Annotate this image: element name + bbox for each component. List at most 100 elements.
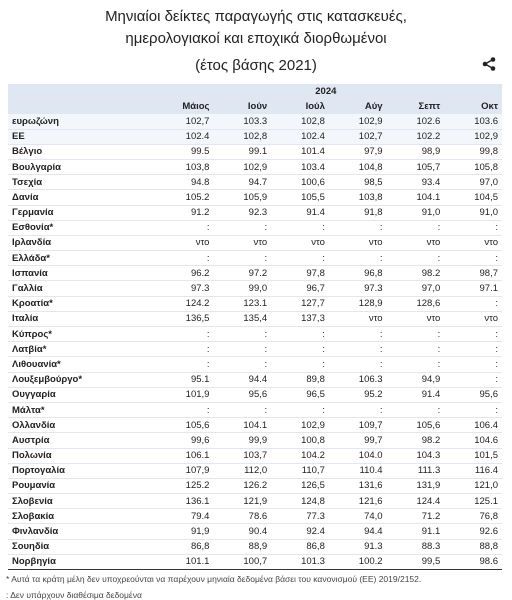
cell-value: 104.6 [444, 432, 502, 449]
row-label: Ολλανδία [8, 417, 150, 434]
cell-value: 107,9 [149, 463, 214, 479]
cell-value: 103.6 [444, 113, 502, 130]
cell-value: : [444, 326, 502, 343]
cell-value: 94.7 [213, 174, 272, 191]
row-label: Φινλανδία [8, 523, 150, 540]
row-label: Αυστρία [8, 432, 150, 449]
cell-value: 136.1 [149, 493, 214, 510]
row-label: Γερμανία [8, 205, 150, 221]
cell-value: 94.8 [149, 174, 214, 191]
row-label: Ιταλία [8, 311, 150, 328]
table-row: Λουξεμβούργο* 95.1 94.4 89,8 106.3 94,9: [8, 372, 502, 388]
column-header: Ιούν [213, 98, 272, 115]
cell-value: 102,9 [213, 159, 272, 176]
cell-value: 91.4 [271, 205, 329, 221]
cell-value: 95.2 [328, 387, 387, 403]
cell-value: 101.4 [271, 144, 329, 160]
row-label: Μάλτα* [8, 402, 150, 419]
table-row: Κροατία* 124.2 123.1 127,7 128,9 128,6: [8, 296, 502, 312]
cell-value: 95.1 [149, 372, 214, 388]
row-label: Γαλλία [8, 280, 150, 297]
cell-value: 91.2 [149, 205, 214, 221]
cell-value: 127,7 [271, 296, 329, 312]
row-label: Ουγγαρία [8, 387, 150, 403]
table-row: Πορτογαλία 107,9 112,0 110,7 110.4 111.3 116.4 [8, 463, 502, 479]
cell-value: 110.4 [328, 463, 387, 479]
cell-value: 94.4 [328, 523, 387, 540]
cell-value: 137,3 [271, 311, 329, 328]
cell-value: 100.2 [328, 554, 387, 571]
cell-value: 96.2 [149, 265, 214, 282]
cell-value: : [444, 250, 502, 267]
cell-value: ντο [386, 235, 445, 252]
cell-value: 88,9 [213, 539, 272, 555]
cell-value: : [149, 341, 214, 358]
cell-value: 74,0 [328, 508, 387, 525]
cell-value: 102,7 [328, 129, 387, 145]
table-row: Ουγγαρία 101,9 95,6 96,5 95.2 91.4 95,6 [8, 387, 502, 403]
row-label: Βέλγιο [8, 144, 150, 160]
cell-value: : [444, 372, 502, 388]
cell-value: 103.4 [271, 159, 329, 176]
cell-value: 91.3 [328, 539, 387, 555]
cell-value: 105,9 [213, 189, 272, 206]
cell-value: 106.4 [444, 417, 502, 434]
header-row: Μάιος Ιούν Ιούλ Αύγ Σεπτ Οκτ [8, 98, 502, 115]
cell-value: 97,0 [444, 174, 502, 191]
cell-value: : [328, 250, 387, 267]
cell-value: 98.6 [444, 554, 502, 571]
cell-value: 97.3 [149, 280, 214, 297]
cell-value: 101,5 [444, 448, 502, 464]
cell-value: 121,9 [213, 493, 272, 510]
cell-value: : [271, 220, 329, 236]
cell-value: 76,8 [444, 508, 502, 525]
row-label: ευρωζώνη [8, 113, 150, 130]
cell-value: 105,6 [386, 417, 445, 434]
cell-value: 102.6 [386, 113, 445, 130]
row-label: Ρουμανία [8, 478, 150, 495]
cell-value: 97.3 [328, 280, 387, 297]
table-row: Σλοβακία 79.4 78.6 77.3 74,0 71.2 76,8 [8, 508, 502, 525]
table-row: Γαλλία 97.3 99,0 96,7 97.3 97,0 97.1 [8, 280, 502, 297]
cell-value: 91.1 [386, 523, 445, 540]
cell-value: 86,8 [271, 539, 329, 555]
table-row: Γερμανία 91.2 92.3 91.4 91,8 91,0 91,0 [8, 205, 502, 221]
cell-value: 109,7 [328, 417, 387, 434]
footnote: : Δεν υπάρχουν διαθέσιμα δεδομένα [6, 590, 142, 600]
table-row: Πολωνία 106.1 103,7 104.2 104.0 104.3 101,5 [8, 448, 502, 464]
row-label: Ιρλανδία [8, 235, 150, 252]
cell-value: 99,0 [213, 280, 272, 297]
cell-value: : [386, 326, 445, 343]
cell-value: 91,0 [444, 205, 502, 221]
cell-value: 103.3 [213, 113, 272, 130]
cell-value: : [149, 402, 214, 419]
cell-value: ντο [444, 311, 502, 328]
cell-value: 121,0 [444, 478, 502, 495]
cell-value: 91,0 [386, 205, 445, 221]
title: ημερολογιακοί και εποχικά διορθωμένοι [125, 30, 387, 47]
corner [8, 84, 150, 100]
cell-value: ντο [444, 235, 502, 252]
cell-value: 78.6 [213, 508, 272, 525]
cell-value: 71.2 [386, 508, 445, 525]
column-header: Οκτ [444, 98, 502, 115]
table-row: Αυστρία 99,6 99,9 100,8 99,7 98.2 104.6 [8, 432, 502, 449]
cell-value: 105,5 [271, 189, 329, 206]
cell-value: 131,6 [328, 478, 387, 495]
cell-value: 101,9 [149, 387, 214, 403]
cell-value: 100,8 [271, 432, 329, 449]
cell-value: 93.4 [386, 174, 445, 191]
cell-value: 128,9 [328, 296, 387, 312]
cell-value: 99.1 [213, 144, 272, 160]
table-row: Ιταλία 136,5 135,4 137,3 ντο ντο ντο [8, 311, 502, 328]
cell-value: 91.4 [386, 387, 445, 403]
cell-value: : [271, 356, 329, 373]
share-icon[interactable] [482, 57, 496, 71]
column-header: Μάιος [149, 98, 214, 115]
cell-value: 99,7 [328, 432, 387, 449]
cell-value: 135,4 [213, 311, 272, 328]
cell-value: : [386, 220, 445, 236]
cell-value: : [213, 356, 272, 373]
column-header: Ιούλ [271, 98, 329, 115]
